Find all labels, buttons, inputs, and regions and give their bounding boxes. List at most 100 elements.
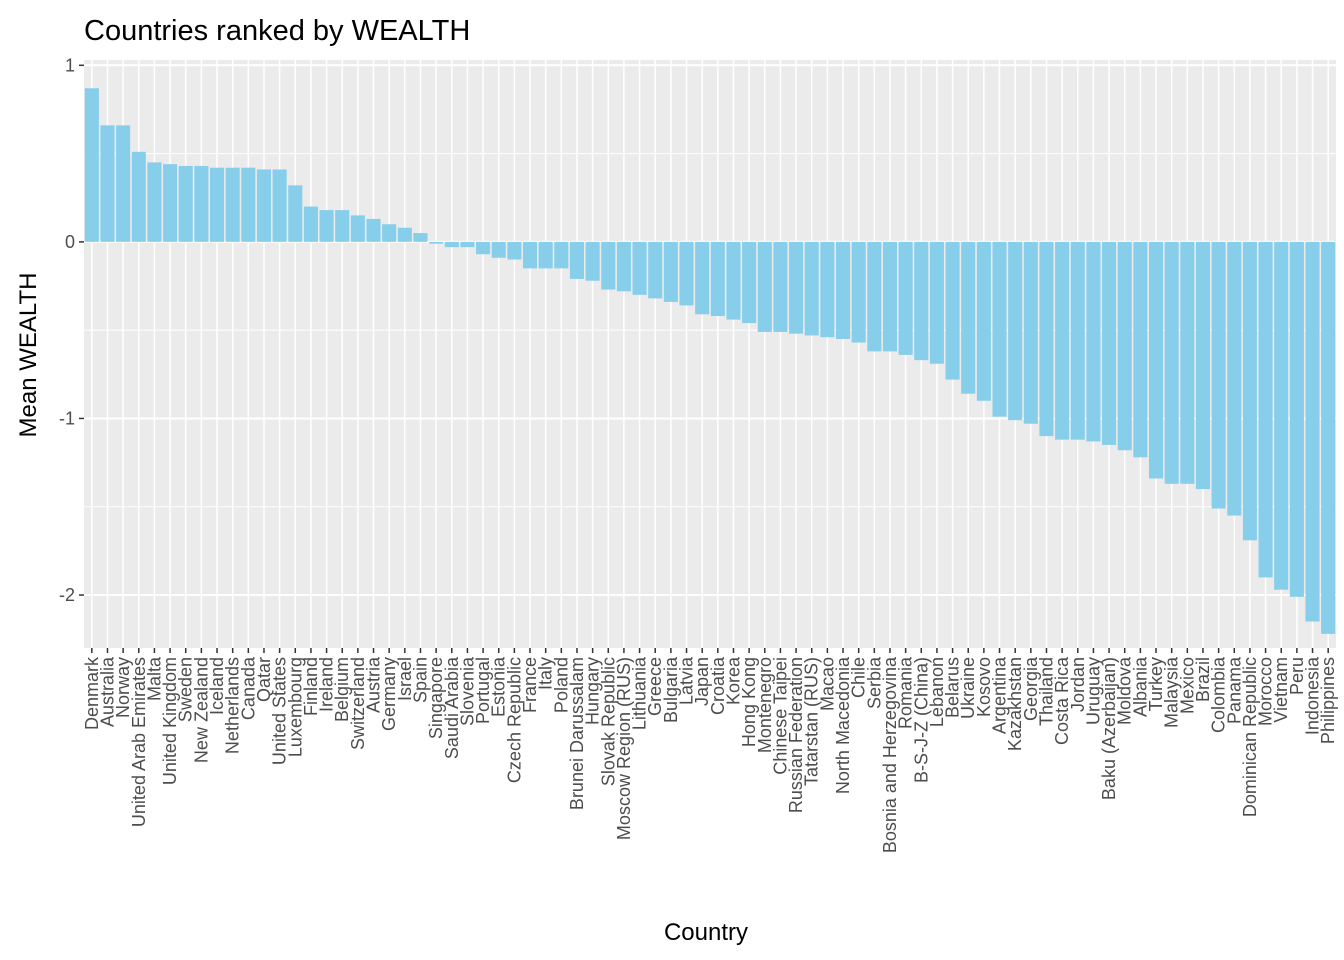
bar	[882, 241, 898, 352]
x-tick-label: Portugal	[473, 657, 493, 724]
bar	[961, 241, 976, 394]
x-tick-label: Belarus	[943, 657, 963, 718]
bar	[194, 165, 209, 242]
bar	[209, 167, 225, 242]
x-tick-label: Czech Republic	[504, 657, 524, 783]
bar	[131, 151, 146, 242]
x-tick-label: United States	[270, 657, 290, 765]
bar	[663, 241, 678, 302]
x-tick-label: Russian Federation	[786, 657, 806, 813]
bar	[1086, 241, 1101, 442]
bar	[726, 241, 741, 320]
bar	[382, 224, 397, 242]
bar	[288, 185, 303, 242]
bar	[789, 241, 804, 334]
bar	[554, 241, 569, 269]
x-tick-label: Tatarstan (RUS)	[802, 657, 822, 786]
bar	[648, 241, 663, 299]
bar	[319, 210, 334, 242]
bar	[397, 227, 412, 242]
x-tick-label: Germany	[379, 657, 399, 731]
x-tick-label: Moscow Region (RUS)	[614, 657, 634, 840]
x-tick-label: Israel	[395, 657, 415, 701]
y-tick-label: -2	[59, 585, 75, 605]
x-tick-label: United Arab Emirates	[129, 657, 149, 827]
bar	[1008, 241, 1023, 421]
x-tick-label: Sweden	[176, 657, 196, 722]
bar	[491, 241, 506, 258]
x-tick-label: Iceland	[207, 657, 227, 715]
x-tick-label: Kazakhstan	[1005, 657, 1025, 751]
bar	[867, 241, 882, 352]
x-tick-label: Hong Kong	[739, 657, 759, 747]
x-tick-label: Chile	[849, 657, 869, 698]
bar	[84, 88, 99, 242]
x-tick-label: Georgia	[1021, 656, 1041, 721]
bar	[1289, 241, 1304, 597]
x-tick-label: Panama	[1224, 656, 1244, 724]
bar	[1211, 241, 1226, 509]
bar	[914, 241, 929, 361]
x-tick-label: Chinese Taipei	[770, 657, 790, 775]
bar	[1039, 241, 1054, 437]
x-tick-label: Switzerland	[348, 657, 368, 750]
bar	[616, 241, 631, 292]
bar	[1195, 241, 1211, 490]
x-tick-label: Morocco	[1256, 657, 1276, 726]
x-tick-label: Canada	[238, 656, 258, 720]
bar	[585, 241, 600, 281]
bar	[1102, 241, 1117, 445]
x-tick-label: Moldova	[1115, 656, 1135, 725]
x-tick-label: Peru	[1287, 657, 1307, 695]
bar	[1258, 241, 1273, 578]
x-tick-label: Turkey	[1146, 657, 1166, 711]
x-tick-label: Bosnia and Herzegovina	[880, 656, 900, 853]
x-tick-label: Slovak Republic	[598, 657, 618, 786]
bar	[1227, 241, 1242, 516]
bar	[1117, 241, 1132, 451]
x-tick-label: Italy	[536, 657, 556, 690]
x-tick-label: France	[520, 657, 540, 713]
bar	[679, 241, 694, 306]
x-tick-label: Belgium	[332, 657, 352, 722]
y-axis-ticks: 1 0 -1 -2	[59, 55, 84, 605]
y-tick-label: 1	[65, 55, 75, 75]
x-tick-label: Serbia	[864, 656, 884, 709]
bar	[695, 241, 710, 315]
x-tick-label: Luxembourg	[285, 657, 305, 757]
y-tick-label: 0	[65, 232, 75, 252]
x-tick-label: Brunei Darussalam	[567, 657, 587, 810]
bar	[335, 210, 350, 242]
bar	[507, 241, 522, 260]
bar	[476, 241, 491, 255]
bar	[538, 241, 553, 269]
x-tick-label: Albania	[1130, 656, 1150, 717]
bar	[742, 241, 757, 324]
x-tick-label: Thailand	[1036, 657, 1056, 726]
x-axis-title: Country	[664, 919, 748, 946]
bar	[569, 241, 585, 279]
x-tick-label: Ireland	[317, 657, 337, 712]
x-tick-label: Dominican Republic	[1240, 657, 1260, 817]
x-tick-label: Austria	[364, 656, 384, 713]
bar	[1023, 241, 1038, 424]
bar	[1164, 241, 1179, 484]
plot-panel	[84, 60, 1336, 648]
bar	[256, 169, 272, 242]
x-tick-label: Costa Rica	[1052, 656, 1072, 745]
bar	[773, 241, 788, 332]
bar	[1180, 241, 1195, 484]
bar	[992, 241, 1007, 417]
bar	[601, 241, 616, 290]
bar	[413, 233, 428, 242]
bar	[1070, 241, 1085, 440]
x-tick-label: Korea	[723, 656, 743, 705]
bar	[945, 241, 960, 380]
x-tick-label: Philippines	[1318, 657, 1338, 744]
bars	[84, 88, 1336, 634]
x-tick-label: North Macedonia	[833, 656, 853, 794]
bar	[460, 241, 475, 248]
y-tick-label: -1	[59, 408, 75, 428]
